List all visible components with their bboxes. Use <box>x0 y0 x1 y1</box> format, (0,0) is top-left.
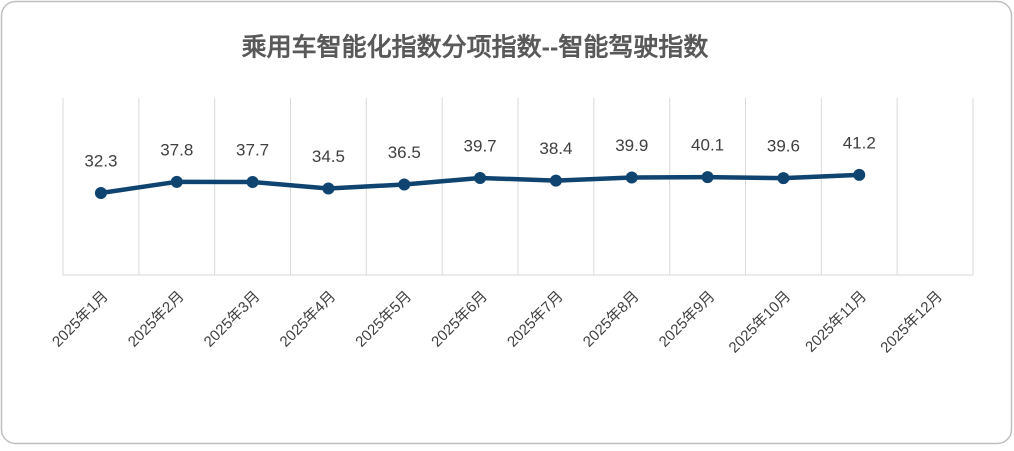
data-point <box>170 175 183 188</box>
data-label: 37.7 <box>236 141 269 160</box>
data-label: 40.1 <box>691 136 724 155</box>
data-label: 41.2 <box>843 133 876 152</box>
data-point <box>777 172 790 185</box>
data-point <box>549 174 562 187</box>
data-point <box>474 171 487 184</box>
data-point <box>853 168 866 181</box>
chart-title: 乘用车智能化指数分项指数--智能驾驶指数 <box>242 33 710 62</box>
data-label: 34.5 <box>312 147 345 166</box>
data-label: 38.4 <box>539 139 572 158</box>
data-point <box>94 187 107 200</box>
data-point <box>701 171 714 184</box>
data-label: 32.3 <box>84 151 117 170</box>
data-label: 39.6 <box>767 137 800 156</box>
data-point <box>322 182 335 195</box>
data-point <box>398 178 411 191</box>
data-label: 39.7 <box>464 136 497 155</box>
data-label: 37.8 <box>160 140 193 159</box>
data-label: 39.9 <box>615 136 648 155</box>
data-point <box>625 171 638 184</box>
data-point <box>246 176 259 189</box>
data-label: 36.5 <box>388 143 421 162</box>
